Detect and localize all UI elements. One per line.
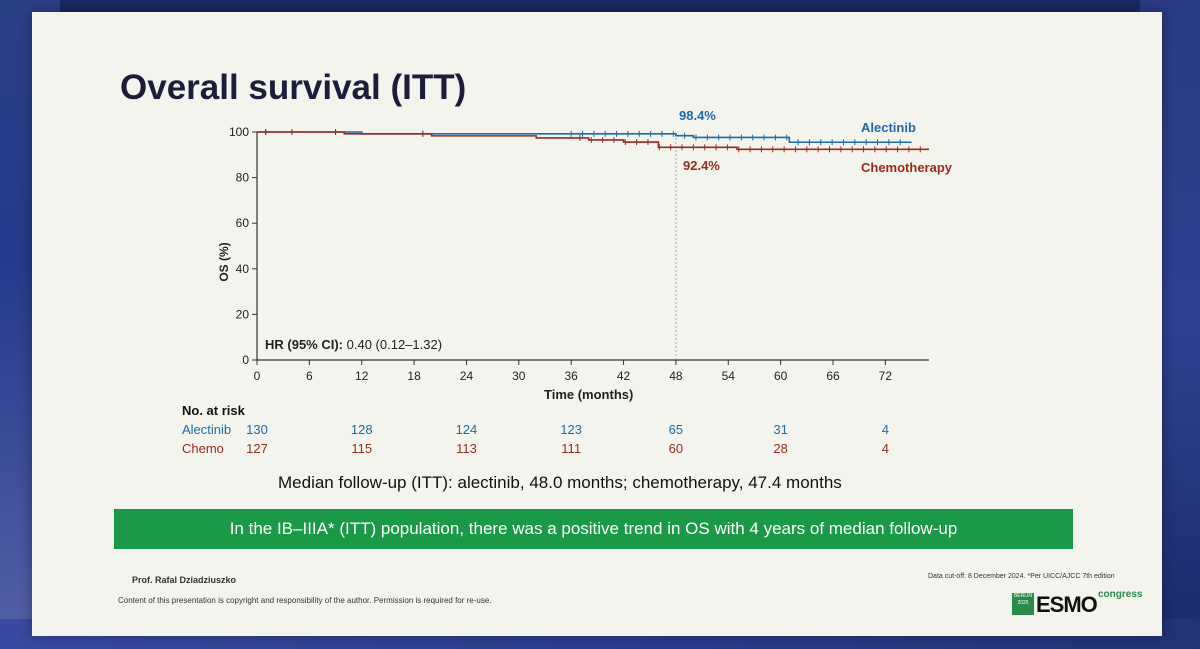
- risk-cell: 128: [350, 422, 373, 437]
- series-line-chemotherapy: [257, 131, 929, 151]
- x-tick-label: 30: [512, 369, 526, 383]
- conclusion-banner-text: In the IB–IIIA* (ITT) population, there …: [229, 519, 958, 538]
- x-tick-label: 42: [617, 369, 631, 383]
- conclusion-banner: In the IB–IIIA* (ITT) population, there …: [114, 509, 1073, 549]
- risk-cell: 28: [773, 441, 788, 456]
- x-tick-label: 54: [722, 369, 736, 383]
- logo-congress: congress: [1098, 589, 1143, 600]
- data-cutoff-note: Data cut-off: 8 December 2024. *Per UICC…: [928, 573, 1115, 580]
- presentation-slide: Overall survival (ITT) 0 20 40 60 80 100 0 6 12 1…: [32, 12, 1162, 636]
- legend-alectinib: Alectinib: [861, 120, 916, 135]
- x-tick-label: 48: [669, 369, 683, 383]
- y-tick-label: 100: [229, 125, 249, 139]
- x-tick-label: 0: [254, 369, 261, 383]
- risk-cell: 31: [773, 422, 788, 437]
- risk-cell: 4: [881, 422, 889, 437]
- y-axis-title: OS (%): [217, 242, 231, 282]
- legend-chemotherapy: Chemotherapy: [861, 160, 953, 175]
- y-tick-label: 20: [236, 307, 250, 321]
- median-follow-up: Median follow-up (ITT): alectinib, 48.0 …: [278, 473, 842, 492]
- risk-cell: 4: [881, 441, 889, 456]
- risk-row-label: Alectinib: [182, 422, 232, 437]
- esmo-congress-logo: BERLIN 2025 ESMO congress: [1012, 589, 1152, 619]
- series-line-alectinib: [257, 131, 912, 144]
- risk-cell: 127: [246, 441, 268, 456]
- logo-wordmark: ESMO: [1036, 592, 1098, 617]
- x-tick-label: 66: [826, 369, 840, 383]
- hazard-ratio-label: HR (95% CI):: [265, 337, 344, 352]
- survival-chart: 0 20 40 60 80 100 0 6 12 18 24 30 36 42 48 54 60 66 72: [229, 125, 929, 383]
- copyright-notice: Content of this presentation is copyrigh…: [118, 596, 492, 605]
- slide-title: Overall survival (ITT): [120, 68, 467, 107]
- risk-cell: 130: [246, 422, 268, 437]
- risk-row-label: Chemo: [182, 441, 224, 456]
- risk-cell: 115: [351, 441, 373, 456]
- x-tick-label: 36: [565, 369, 579, 383]
- risk-cell: 60: [668, 441, 684, 456]
- risk-cell: 124: [455, 422, 478, 437]
- y-tick-label: 60: [236, 216, 250, 230]
- risk-cell: 123: [560, 422, 583, 437]
- risk-cell: 113: [456, 441, 477, 456]
- hazard-ratio-value: 0.40 (0.12–1.32): [346, 337, 443, 352]
- x-tick-label: 12: [355, 369, 369, 383]
- x-tick-label: 18: [407, 369, 421, 383]
- risk-cell: 65: [668, 422, 684, 437]
- y-tick-label: 80: [236, 171, 250, 185]
- y-tick-label: 0: [242, 353, 249, 367]
- annotation-alectinib-48: 98.4%: [679, 108, 716, 123]
- hazard-ratio: HR (95% CI): 0.40 (0.12–1.32): [265, 337, 442, 352]
- x-tick-label: 6: [306, 369, 313, 383]
- x-tick-label: 60: [774, 369, 788, 383]
- x-tick-label: 72: [879, 369, 893, 383]
- y-tick-label: 40: [236, 262, 250, 276]
- risk-table-header: No. at risk: [182, 403, 245, 418]
- author-name: Prof. Rafal Dziadziuszko: [132, 575, 237, 585]
- logo-city-block: BERLIN 2025: [1012, 593, 1034, 615]
- annotation-chemo-48: 92.4%: [683, 158, 720, 173]
- risk-cell: 111: [561, 441, 582, 456]
- x-axis-title: Time (months): [544, 387, 634, 402]
- x-tick-label: 24: [460, 369, 474, 383]
